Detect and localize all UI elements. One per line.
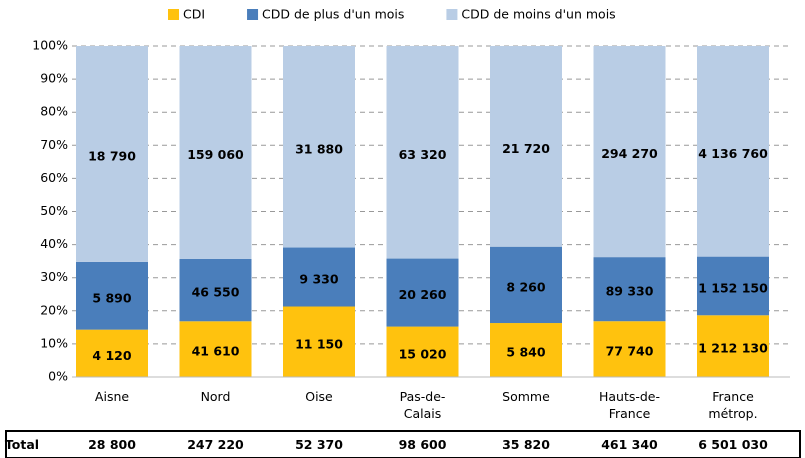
bar-segment bbox=[697, 256, 769, 316]
y-tick-label: 70% bbox=[40, 137, 68, 152]
bar-segment bbox=[593, 321, 666, 377]
bar-segment bbox=[76, 261, 148, 330]
total-value: 461 340 bbox=[601, 437, 658, 452]
legend-swatch bbox=[168, 9, 179, 20]
legend-label: CDI bbox=[183, 7, 205, 22]
data-label: 20 260 bbox=[399, 287, 447, 302]
bar-segment bbox=[283, 306, 355, 377]
total-value: 28 800 bbox=[88, 437, 136, 452]
bar-segment bbox=[697, 315, 769, 377]
bar-segment bbox=[593, 46, 666, 258]
data-label: 18 790 bbox=[88, 148, 136, 163]
bar-segment bbox=[76, 329, 148, 377]
data-label: 4 120 bbox=[92, 348, 131, 363]
total-value: 247 220 bbox=[187, 437, 244, 452]
data-label: 89 330 bbox=[606, 284, 654, 299]
y-tick-label: 0% bbox=[48, 369, 68, 384]
y-tick-label: 60% bbox=[40, 170, 68, 185]
data-label: 5 890 bbox=[92, 290, 131, 305]
legend-swatch bbox=[446, 9, 458, 20]
bar-segment bbox=[490, 323, 562, 377]
x-tick-label: Hauts-de- France bbox=[598, 389, 661, 421]
x-tick-label: Nord bbox=[200, 389, 231, 404]
total-value: 98 600 bbox=[398, 437, 447, 452]
bar-segment bbox=[490, 46, 562, 247]
data-label: 63 320 bbox=[399, 147, 447, 162]
data-label: 8 260 bbox=[506, 279, 545, 294]
x-tick-label: France métrop. bbox=[708, 389, 758, 421]
bar-segment bbox=[386, 326, 459, 377]
data-label: 41 610 bbox=[192, 344, 240, 359]
data-label: 294 270 bbox=[601, 146, 658, 161]
bar-segment bbox=[283, 46, 355, 248]
bar-segment bbox=[593, 257, 666, 322]
y-tick-label: 30% bbox=[40, 269, 68, 284]
x-tick-label: Aisne bbox=[94, 389, 130, 404]
bar-segment bbox=[179, 321, 252, 377]
bar-segment bbox=[697, 46, 769, 257]
bar-segment bbox=[76, 46, 148, 262]
chart: 0% 10% 20% 30% 40% 50% 60% 70% 80% 90% 100% CDI CDD … bbox=[32, 7, 790, 384]
data-label: 11 150 bbox=[295, 336, 343, 351]
bar-segment bbox=[490, 246, 562, 324]
data-label: 15 020 bbox=[399, 346, 447, 361]
data-label: 21 720 bbox=[502, 141, 550, 156]
data-label: 4 136 760 bbox=[698, 146, 768, 161]
y-tick-label: 20% bbox=[40, 302, 68, 317]
y-tick-label: 100% bbox=[32, 38, 68, 53]
total-value: 52 370 bbox=[295, 437, 343, 452]
data-label: 77 740 bbox=[606, 344, 654, 359]
data-label: 1 152 150 bbox=[698, 280, 768, 295]
data-label: 9 330 bbox=[299, 272, 338, 287]
y-tick-label: 80% bbox=[40, 104, 68, 119]
bar-segment bbox=[386, 46, 459, 259]
total-value: 6 501 030 bbox=[698, 437, 768, 452]
x-tick-label: Somme bbox=[502, 389, 550, 404]
data-label: 31 880 bbox=[295, 141, 343, 156]
data-label: 5 840 bbox=[506, 345, 545, 360]
y-tick-label: 90% bbox=[40, 71, 68, 86]
total-title: Total bbox=[4, 437, 40, 452]
bar-segment bbox=[283, 247, 355, 307]
y-tick-label: 50% bbox=[40, 203, 68, 218]
x-tick-label: Pas-de- Calais bbox=[399, 389, 446, 421]
y-tick-label: 10% bbox=[40, 335, 68, 350]
bar-segment bbox=[386, 258, 459, 327]
bar-segment bbox=[179, 46, 252, 259]
bar-segment bbox=[179, 258, 252, 322]
data-label: 46 550 bbox=[192, 285, 240, 300]
total-value: 35 820 bbox=[502, 437, 550, 452]
data-label: 1 212 130 bbox=[698, 341, 768, 356]
x-tick-label: Oise bbox=[305, 389, 333, 404]
legend-label: CDD de plus d'un mois bbox=[262, 7, 404, 22]
y-tick-label: 40% bbox=[40, 236, 68, 251]
legend-swatch bbox=[247, 9, 259, 20]
data-label: 159 060 bbox=[187, 147, 244, 162]
legend-label: CDD de moins d'un mois bbox=[461, 7, 615, 22]
